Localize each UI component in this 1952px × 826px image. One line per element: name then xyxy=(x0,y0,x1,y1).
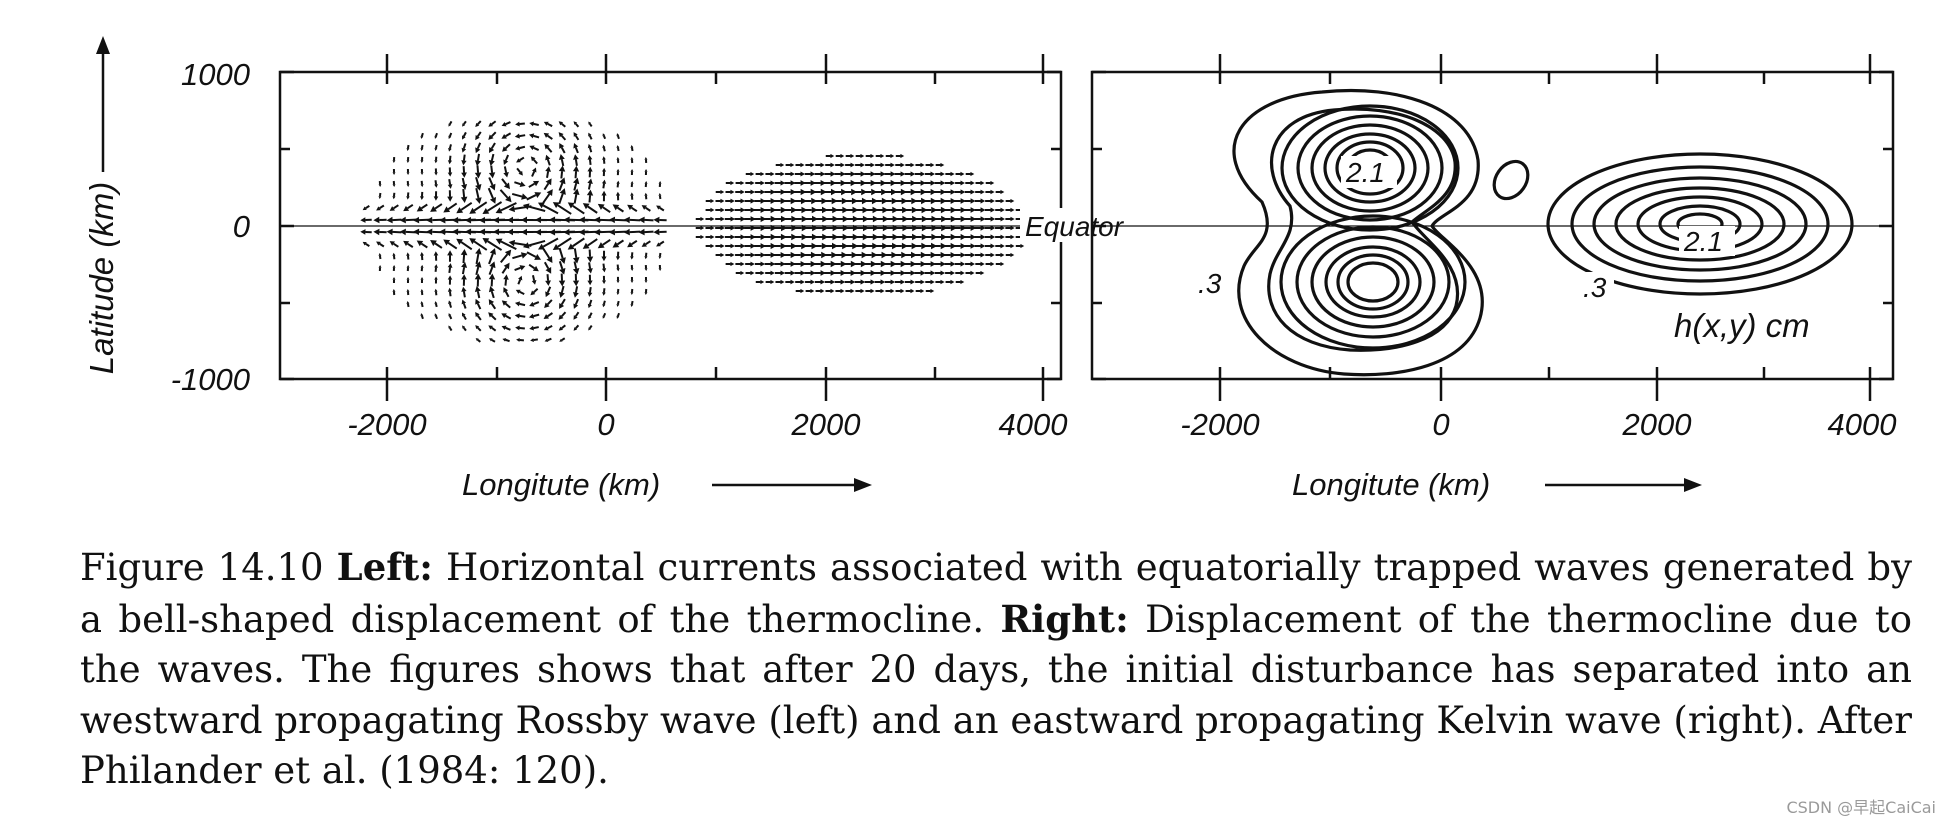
current-vector-field xyxy=(360,120,1025,343)
watermark: CSDN @早起CaiCai xyxy=(1786,798,1936,817)
caption-right-text: Displacement of the thermocline due to t… xyxy=(80,597,1912,793)
figure-caption: Figure 14.10 Left: Horizontal currents a… xyxy=(80,542,1912,797)
figure-14-10: Latitude (km) 1000 0 -1000 -2000 0 2000 … xyxy=(83,36,1897,502)
y-axis-arrow-icon xyxy=(96,36,110,172)
caption-left-text: Horizontal currents associated with equa… xyxy=(80,546,1912,641)
y-tick-label: -1000 xyxy=(171,362,250,397)
caption-right-heading: Right: xyxy=(1000,596,1129,641)
y-axis-label: Latitude (km) xyxy=(83,182,120,375)
x-tick-label: 4000 xyxy=(999,407,1068,442)
caption-lead: Figure 14.10 xyxy=(80,546,337,589)
contour-label: .3 xyxy=(1583,272,1607,303)
y-tick-label: 0 xyxy=(233,209,250,244)
left-tick-marks xyxy=(280,54,1061,401)
x-tick-label: 0 xyxy=(1432,407,1449,442)
left-panel: 1000 0 -1000 -2000 0 2000 4000 Longitute… xyxy=(171,54,1140,502)
field-label: h(x,y) cm xyxy=(1674,307,1810,344)
contour-label: 2.1 xyxy=(1683,226,1723,257)
right-panel: -2000 0 2000 4000 Longitute (km) .3 2.1 … xyxy=(1090,54,1897,502)
x-axis-arrow-icon xyxy=(712,478,872,492)
x-tick-label: 2000 xyxy=(1622,407,1692,442)
x-tick-label: -2000 xyxy=(1180,407,1259,442)
right-tick-marks xyxy=(1092,54,1893,401)
contour-label: .3 xyxy=(1198,268,1222,299)
contour-label: 2.1 xyxy=(1345,157,1385,188)
x-tick-label: 0 xyxy=(597,407,614,442)
x-tick-label: -2000 xyxy=(347,407,426,442)
x-axis-label: Longitute (km) xyxy=(1292,467,1490,502)
x-axis-arrow-icon xyxy=(1545,478,1702,492)
x-tick-label: 2000 xyxy=(791,407,861,442)
y-tick-label: 1000 xyxy=(181,57,250,92)
x-tick-label: 4000 xyxy=(1828,407,1897,442)
x-axis-label: Longitute (km) xyxy=(462,467,660,502)
caption-left-heading: Left: xyxy=(336,545,433,589)
